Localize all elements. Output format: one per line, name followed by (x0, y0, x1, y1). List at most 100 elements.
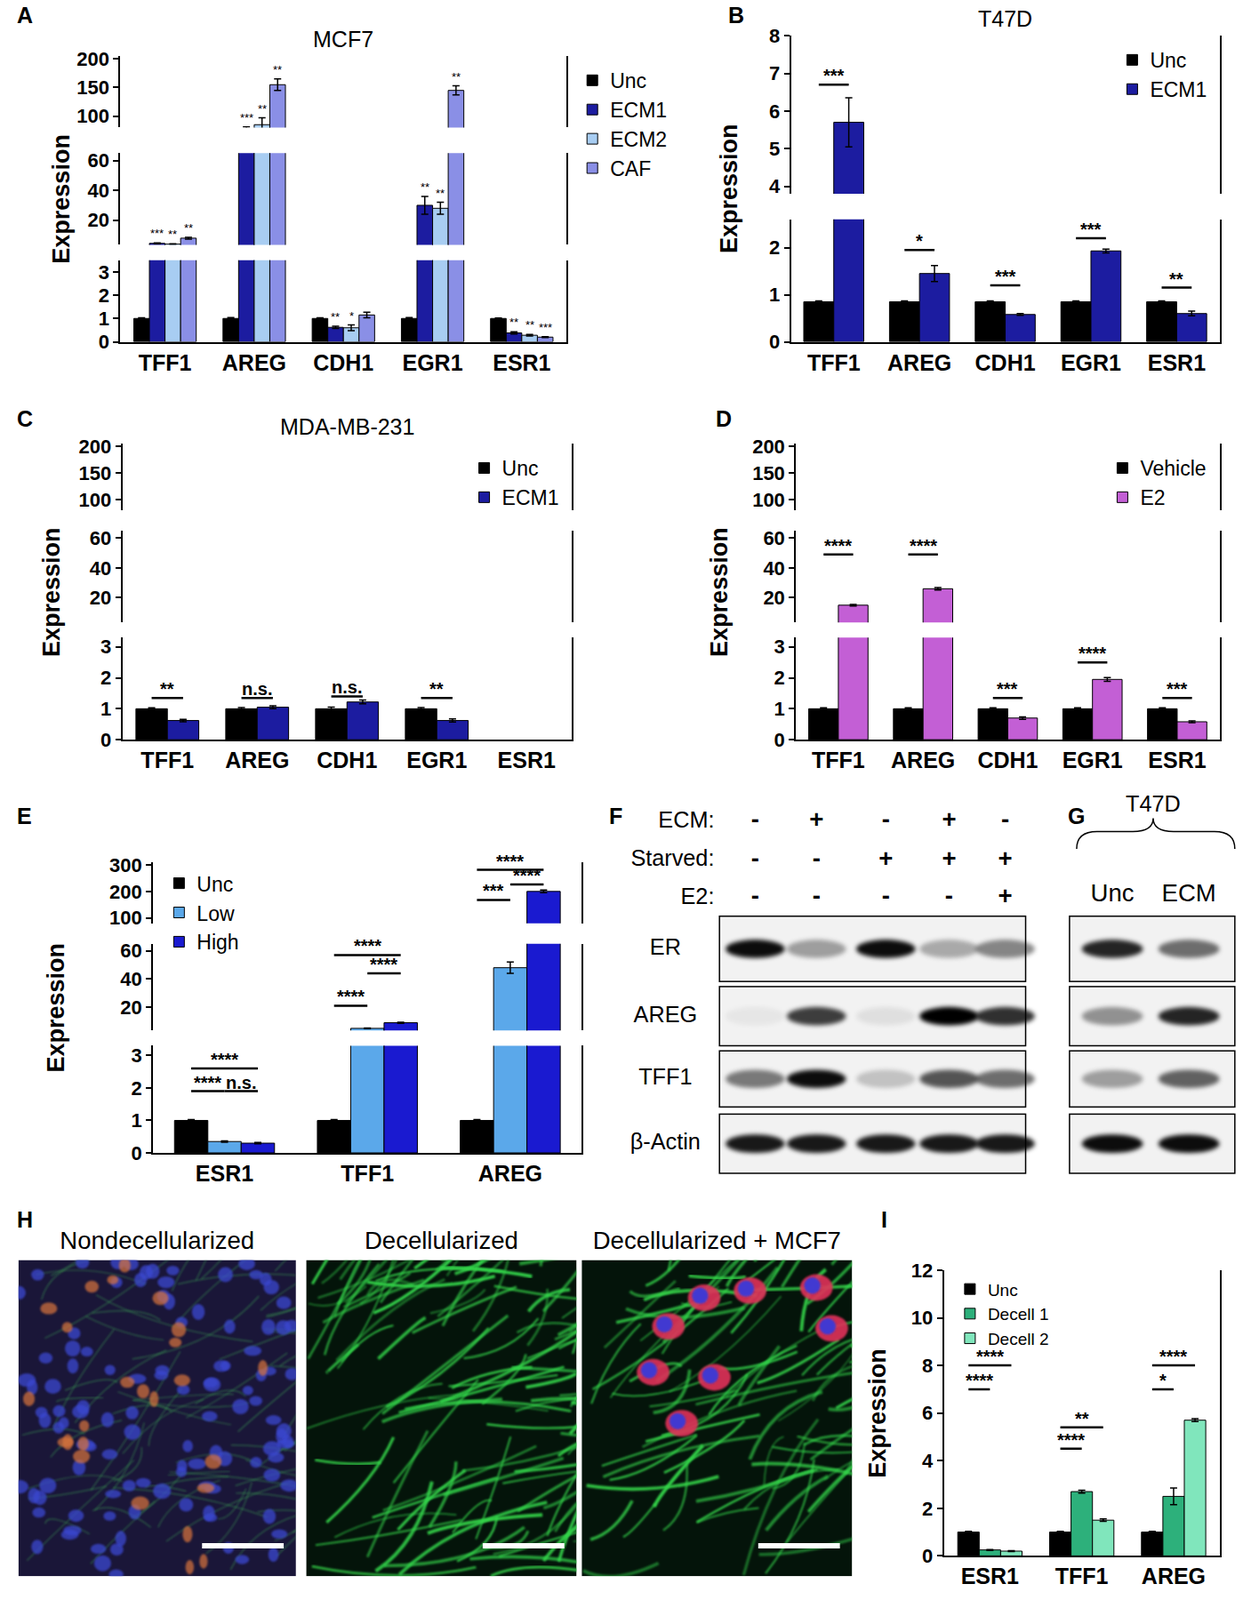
svg-text:****: **** (193, 1073, 222, 1093)
svg-text:***: *** (994, 266, 1017, 287)
svg-text:0: 0 (769, 330, 780, 353)
svg-text:40: 40 (762, 557, 785, 580)
svg-text:6: 6 (769, 100, 780, 123)
svg-text:AREG: AREG (890, 747, 955, 773)
svg-text:***: *** (823, 65, 845, 86)
svg-text:ER: ER (649, 934, 682, 960)
svg-text:**: ** (420, 180, 430, 194)
svg-text:+: + (998, 882, 1013, 910)
svg-text:Decellularized + MCF7: Decellularized + MCF7 (593, 1226, 842, 1255)
svg-text:AREG: AREG (887, 350, 952, 376)
svg-text:ECM2: ECM2 (609, 128, 667, 152)
svg-text:n.s.: n.s. (225, 1073, 257, 1093)
svg-text:-: - (812, 844, 821, 873)
svg-text:Decell 1: Decell 1 (987, 1305, 1050, 1324)
svg-text:60: 60 (762, 527, 785, 550)
svg-text:20: 20 (762, 586, 785, 610)
svg-text:ECM1: ECM1 (1149, 78, 1207, 102)
svg-text:-: - (882, 882, 891, 910)
svg-text:+: + (941, 844, 956, 873)
svg-text:Expression: Expression (42, 943, 70, 1074)
svg-text:CAF: CAF (609, 157, 651, 181)
svg-text:****: **** (1057, 1430, 1085, 1451)
svg-text:12: 12 (911, 1259, 933, 1283)
svg-text:CDH1: CDH1 (975, 350, 1036, 376)
svg-text:TFF1: TFF1 (340, 1161, 394, 1187)
svg-text:40: 40 (89, 557, 112, 580)
svg-text:AREG: AREG (224, 747, 289, 773)
svg-text:1: 1 (98, 307, 110, 330)
svg-text:100: 100 (109, 906, 143, 930)
svg-text:I: I (881, 1207, 888, 1233)
svg-text:2: 2 (98, 284, 110, 307)
svg-text:***: *** (538, 320, 553, 335)
svg-text:8: 8 (922, 1355, 933, 1378)
svg-text:ECM1: ECM1 (609, 98, 667, 122)
svg-text:60: 60 (120, 939, 142, 963)
svg-text:Unc: Unc (1149, 48, 1187, 73)
svg-text:ECM:: ECM: (657, 807, 714, 833)
svg-text:0: 0 (98, 330, 110, 353)
svg-text:****: **** (513, 866, 541, 886)
svg-text:EGR1: EGR1 (402, 350, 464, 376)
svg-text:****: **** (824, 536, 852, 556)
svg-text:100: 100 (76, 104, 110, 128)
svg-text:****: **** (496, 851, 524, 872)
svg-text:1: 1 (774, 697, 786, 721)
svg-text:CDH1: CDH1 (977, 747, 1038, 773)
svg-text:****: **** (1078, 643, 1107, 664)
svg-text:Low: Low (196, 901, 235, 925)
svg-text:4: 4 (769, 175, 781, 198)
svg-text:8: 8 (769, 24, 780, 48)
svg-text:+: + (878, 844, 893, 873)
svg-text:ESR1: ESR1 (1147, 747, 1206, 773)
svg-text:**: ** (1169, 269, 1184, 289)
svg-text:****: **** (976, 1347, 1004, 1367)
svg-text:+: + (809, 805, 824, 834)
svg-text:****: **** (909, 536, 938, 556)
svg-text:200: 200 (109, 881, 143, 904)
svg-text:-: - (751, 844, 760, 873)
svg-text:*: * (349, 309, 354, 323)
svg-text:CDH1: CDH1 (316, 747, 377, 773)
svg-text:150: 150 (79, 462, 113, 485)
svg-text:F: F (609, 803, 623, 829)
svg-text:**: ** (330, 310, 340, 324)
svg-text:0: 0 (774, 729, 786, 752)
svg-text:-: - (1001, 805, 1010, 834)
svg-text:T47D: T47D (978, 6, 1033, 32)
svg-text:5: 5 (769, 137, 780, 161)
svg-text:H: H (16, 1207, 33, 1233)
svg-text:TFF1: TFF1 (638, 1064, 692, 1090)
svg-text:*: * (1159, 1371, 1167, 1391)
svg-text:AREG: AREG (1141, 1563, 1206, 1589)
svg-text:****: **** (353, 936, 382, 956)
svg-text:40: 40 (120, 968, 142, 991)
svg-text:Expression: Expression (864, 1348, 891, 1479)
svg-text:MCF7: MCF7 (312, 26, 374, 52)
svg-text:ESR1: ESR1 (492, 350, 551, 376)
svg-text:3: 3 (774, 635, 786, 658)
svg-text:EGR1: EGR1 (406, 747, 467, 773)
svg-text:n.s.: n.s. (241, 679, 273, 699)
svg-text:C: C (16, 406, 33, 432)
svg-text:**: ** (525, 318, 535, 332)
svg-text:Unc: Unc (1090, 879, 1135, 907)
svg-text:E: E (16, 803, 33, 829)
svg-text:ESR1: ESR1 (195, 1161, 254, 1187)
svg-text:****: **** (210, 1050, 239, 1070)
svg-text:**: ** (451, 70, 461, 84)
svg-text:****: **** (336, 986, 365, 1007)
svg-text:Expression: Expression (705, 527, 733, 658)
svg-text:3: 3 (131, 1044, 143, 1067)
svg-text:TFF1: TFF1 (811, 747, 866, 773)
svg-text:**: ** (435, 186, 445, 201)
svg-text:+: + (998, 844, 1013, 873)
svg-text:**: ** (509, 315, 519, 329)
svg-text:T47D: T47D (1125, 791, 1181, 817)
svg-text:Expression: Expression (715, 123, 743, 254)
svg-text:+: + (941, 805, 956, 834)
svg-text:ESR1: ESR1 (1147, 350, 1206, 376)
svg-text:4: 4 (922, 1450, 934, 1473)
svg-text:TFF1: TFF1 (1055, 1563, 1109, 1589)
